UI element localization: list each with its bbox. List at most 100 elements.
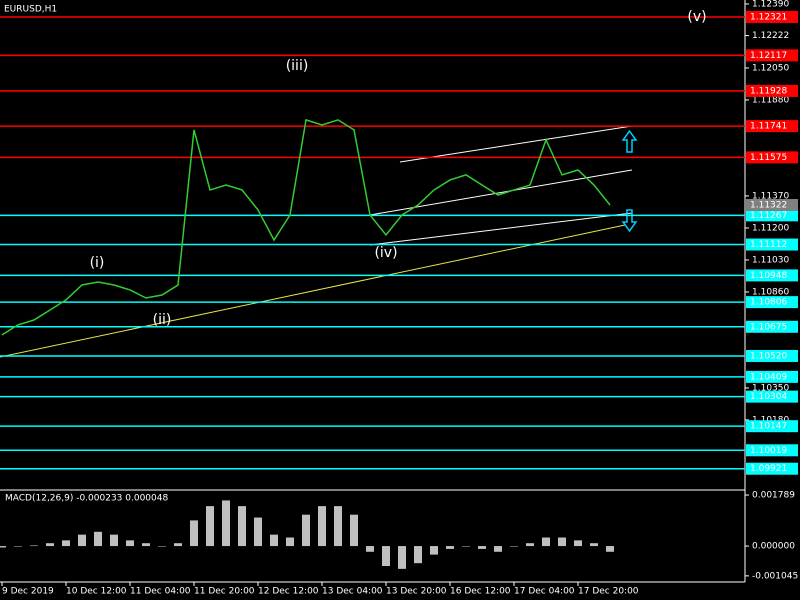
x-tick-label: 13 Dec 04:00 xyxy=(322,587,383,597)
level-label: 1.10948 xyxy=(750,271,787,281)
y-tick-label: 1.11030 xyxy=(752,255,789,265)
macd-bar xyxy=(62,540,70,547)
level-label-box xyxy=(746,296,798,309)
macd-bar xyxy=(190,520,198,547)
level-label: 1.11112 xyxy=(750,240,787,250)
y-tick-label: 1.12390 xyxy=(752,0,789,9)
macd-bar xyxy=(590,543,598,547)
macd-bar xyxy=(542,537,550,547)
macd-bar xyxy=(46,543,54,547)
macd-bar xyxy=(174,543,182,547)
x-tick-label: 13 Dec 20:00 xyxy=(386,587,447,597)
wave-label: (ii) xyxy=(153,312,172,328)
level-label: 1.10675 xyxy=(750,322,787,332)
level-label: 1.10520 xyxy=(750,351,787,361)
up-arrow xyxy=(621,129,638,153)
macd-bar xyxy=(126,540,134,547)
level-label-box xyxy=(746,462,798,475)
macd-bar xyxy=(110,534,118,547)
macd-bar xyxy=(142,543,150,547)
level-label: 1.10147 xyxy=(750,422,787,432)
macd-bar xyxy=(206,506,214,547)
level-label-box xyxy=(746,349,798,362)
x-tick-label: 9 Dec 2019 xyxy=(2,587,54,597)
wave-label: (i) xyxy=(90,255,105,271)
chart-title: EURUSD,H1 xyxy=(4,5,57,15)
macd-bar xyxy=(30,545,38,547)
x-tick-label: 11 Dec 04:00 xyxy=(130,587,191,597)
current-price-box xyxy=(746,198,798,211)
level-label: 1.11928 xyxy=(750,86,787,96)
y-tick-label: 1.10350 xyxy=(752,383,789,393)
macd-bar xyxy=(350,514,358,547)
macd-bar xyxy=(430,546,438,555)
macd-bar xyxy=(78,534,86,547)
level-label: 1.12321 xyxy=(750,12,787,22)
x-tick-label: 17 Dec 04:00 xyxy=(514,587,575,597)
level-label: 1.12117 xyxy=(750,51,787,61)
macd-bar xyxy=(462,546,470,547)
macd-bar xyxy=(302,514,310,547)
level-label-box xyxy=(746,120,798,133)
channel-line xyxy=(369,212,633,246)
y-tick-label: 1.12222 xyxy=(752,31,789,41)
down-arrow xyxy=(621,209,638,233)
macd-bar xyxy=(414,546,422,564)
y-tick-label: 1.11880 xyxy=(752,95,789,105)
indicator-title: MACD(12,26,9) -0.000233 0.000048 xyxy=(5,494,168,504)
level-label-box xyxy=(746,49,798,62)
level-label-box xyxy=(746,238,798,251)
x-tick-label: 12 Dec 12:00 xyxy=(258,587,319,597)
macd-bar xyxy=(510,546,518,547)
macd-bar xyxy=(286,537,294,547)
macd-bar xyxy=(238,506,246,547)
y-tick-label: 1.11370 xyxy=(752,191,789,201)
x-tick-label: 16 Dec 12:00 xyxy=(450,587,511,597)
x-tick-label: 11 Dec 20:00 xyxy=(194,587,255,597)
level-label: 1.10806 xyxy=(750,298,787,308)
level-label-box xyxy=(746,420,798,433)
level-label: 1.10409 xyxy=(750,372,787,382)
level-label-box xyxy=(746,10,798,23)
level-label-box xyxy=(746,390,798,403)
level-label-box xyxy=(746,84,798,97)
level-label-box xyxy=(746,209,798,222)
level-label: 1.11267 xyxy=(750,211,787,221)
level-label-box xyxy=(746,269,798,282)
level-label: 1.11741 xyxy=(750,122,787,132)
macd-bar xyxy=(334,506,342,547)
level-label: 1.09921 xyxy=(750,464,787,474)
level-label-box xyxy=(746,370,798,383)
macd-bar xyxy=(366,546,374,552)
x-tick-label: 10 Dec 12:00 xyxy=(66,587,127,597)
macd-bar xyxy=(94,531,102,547)
macd-bar xyxy=(270,534,278,547)
level-label: 1.10304 xyxy=(750,392,787,402)
price-line xyxy=(1,118,611,336)
macd-bar xyxy=(0,546,6,548)
macd-bar xyxy=(446,546,454,549)
macd-bar xyxy=(254,517,262,547)
y-tick-label: 1.12050 xyxy=(752,63,789,73)
wave-label: (v) xyxy=(687,9,706,25)
macd-bar xyxy=(382,546,390,567)
y-tick-label: 1.10860 xyxy=(752,287,789,297)
macd-bar xyxy=(558,537,566,547)
macd-bar xyxy=(526,543,534,547)
macd-bar xyxy=(478,546,486,549)
y-tick-label: 0.000000 xyxy=(752,542,795,552)
macd-bar xyxy=(222,500,230,547)
trend-line xyxy=(0,224,626,358)
macd-bar xyxy=(318,506,326,547)
macd-bar xyxy=(398,546,406,569)
current-price-label: 1.11322 xyxy=(750,200,787,210)
x-tick-label: 17 Dec 20:00 xyxy=(578,587,639,597)
level-label-box xyxy=(746,151,798,164)
y-tick-label: 0.001789 xyxy=(752,491,795,501)
macd-bar xyxy=(158,546,166,547)
macd-bar xyxy=(574,540,582,547)
macd-bar xyxy=(494,546,502,552)
